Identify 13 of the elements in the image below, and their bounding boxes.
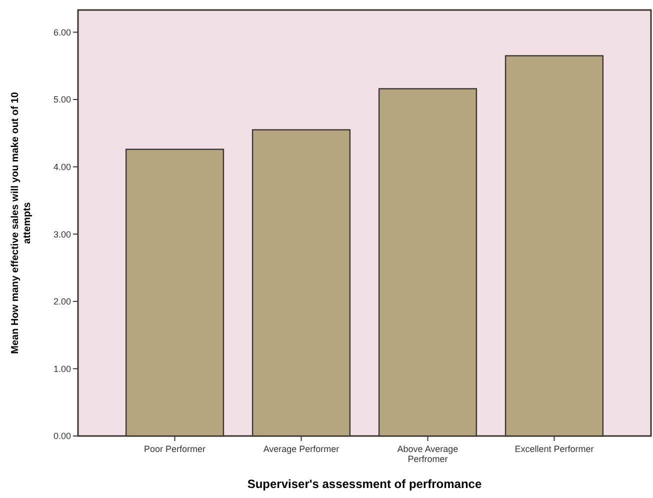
y-tick-label: 1.00	[53, 364, 71, 374]
y-tick-label: 3.00	[53, 229, 71, 240]
y-tick-label: 4.00	[53, 162, 71, 172]
y-axis-title: Mean How many effective sales will you make out of 10 attempts	[10, 92, 33, 354]
y-tick-label: 6.00	[53, 27, 71, 38]
y-tick-label: 2.00	[53, 296, 71, 307]
y-tick-label: 5.00	[53, 94, 71, 105]
x-tick-label: Average Performer	[263, 444, 340, 454]
x-tick-label: Excellent Performer	[514, 444, 594, 454]
y-tick-label: 0.00	[53, 431, 71, 442]
x-axis-title: Superviser's assessment of perfromance	[247, 477, 482, 491]
x-tick-label: Poor Performer	[144, 444, 206, 454]
x-tick-label: Above Average Perfromer	[397, 444, 458, 464]
